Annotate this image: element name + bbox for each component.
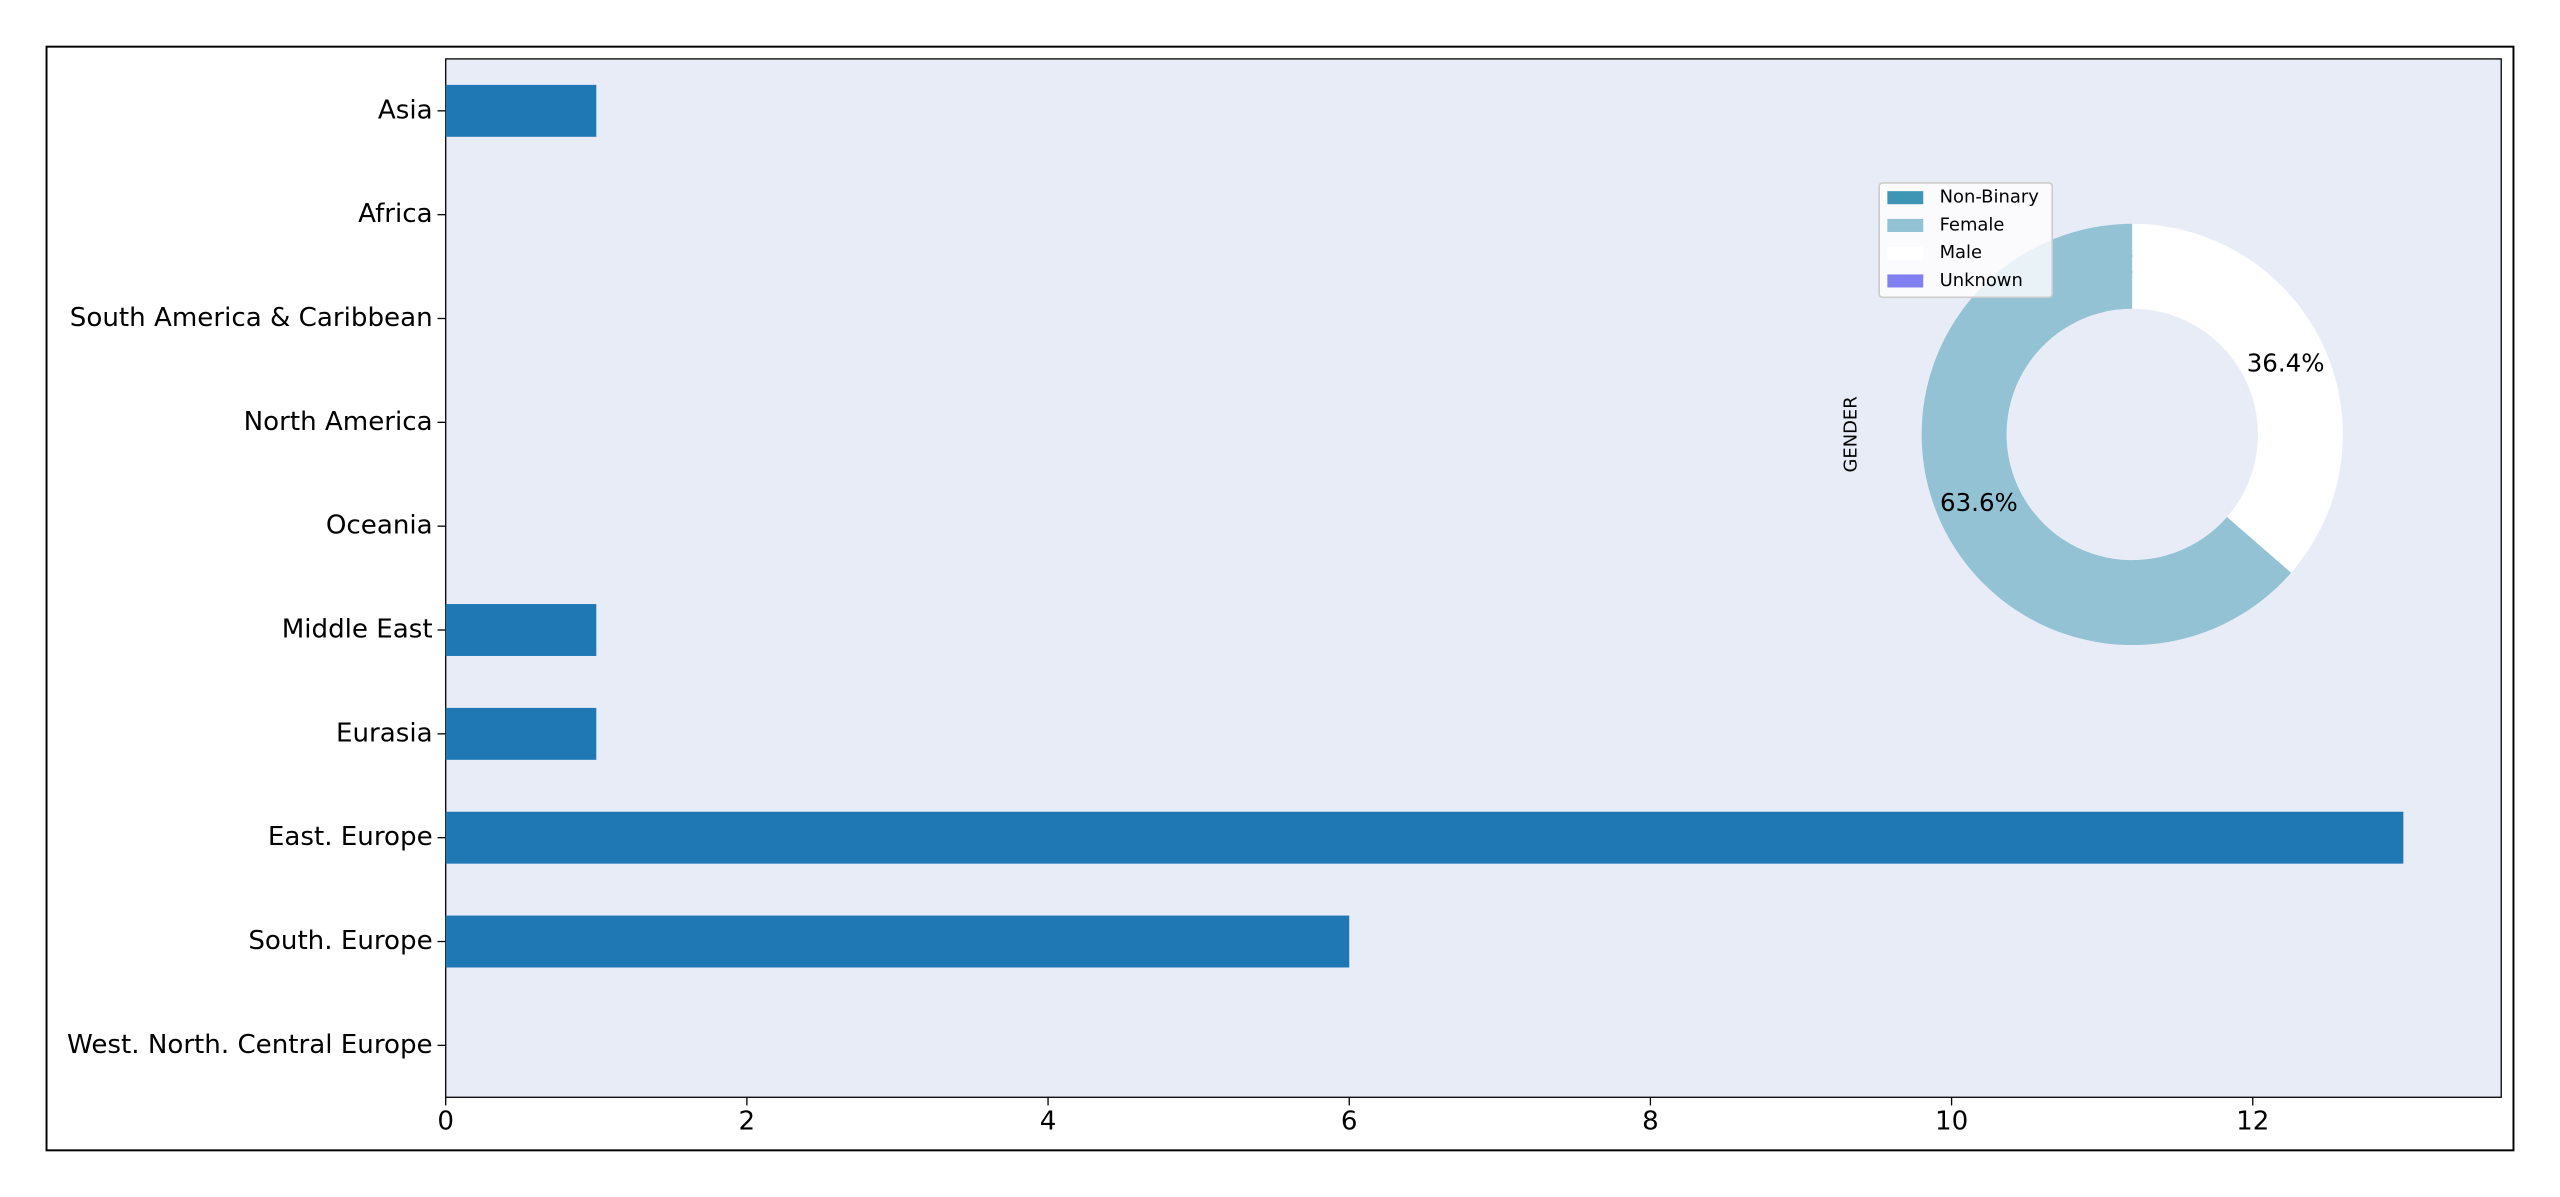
y-tick-label: Eurasia [336,718,433,748]
donut-slice [1921,223,2292,646]
y-tick-label: North America [244,407,433,437]
legend-label: Unknown [1940,270,2023,291]
legend-swatch [1887,218,1924,232]
x-tick-label: 0 [437,1106,454,1136]
y-tick-label: East. Europe [268,822,433,852]
x-tick-label: 12 [2236,1106,2269,1136]
y-tick-label: Africa [358,199,432,229]
slice-label: 36.4% [2247,349,2325,378]
legend-swatch [1887,274,1924,288]
x-tick-label: 10 [1935,1106,1968,1136]
legend-label: Male [1940,242,1983,263]
y-tick-label: West. North. Central Europe [67,1030,433,1060]
bar [445,604,597,656]
x-tick-label: 6 [1341,1106,1358,1136]
donut-slice [2132,223,2343,573]
bar [445,707,597,760]
legend-label: Non-Binary [1940,187,2040,208]
bar [445,915,1350,968]
y-tick-label: Asia [378,95,433,125]
y-axis-label: GENDER [1840,396,1861,472]
y-tick-label: South America & Caribbean [70,303,433,333]
slice-label: 63.6% [1940,488,2018,517]
x-tick-label: 8 [1642,1106,1659,1136]
y-tick-label: Middle East [282,615,433,645]
bar [445,84,597,137]
legend-swatch [1887,246,1924,260]
x-tick-label: 4 [1040,1106,1057,1136]
bar [445,811,2404,864]
legend-swatch [1887,191,1924,205]
y-tick-label: Oceania [326,511,433,541]
legend-label: Female [1940,214,2005,235]
x-tick-label: 2 [739,1106,756,1136]
y-tick-label: South. Europe [248,926,432,956]
legend-box [1878,182,2054,299]
